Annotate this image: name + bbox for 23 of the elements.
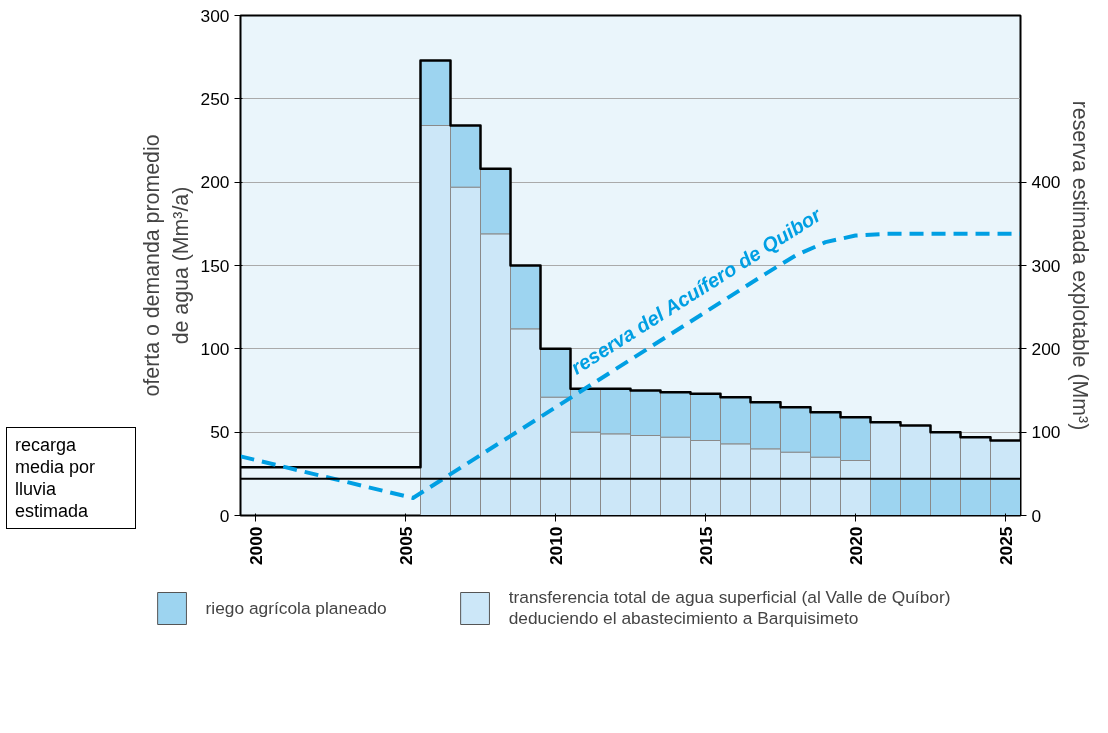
x-tick-label: 2020 <box>845 526 866 566</box>
legend-label: riego agrícola planeado <box>205 597 387 619</box>
x-tick-label: 2010 <box>545 526 566 566</box>
y-tick-label: 100 <box>200 338 230 359</box>
y-tick-label: 0 <box>219 505 230 526</box>
y2-axis-title: reserva estimada explotable (Mm³) <box>1068 100 1093 431</box>
x-tick-label: 2025 <box>995 526 1016 566</box>
y2-tick-label: 0 <box>1031 505 1042 526</box>
y-tick-label: 150 <box>200 255 230 276</box>
x-tick-label: 2005 <box>395 526 416 566</box>
x-tick-label: 2015 <box>695 526 716 566</box>
y-tick-label: 250 <box>200 88 230 109</box>
y2-tick-label: 100 <box>1031 422 1061 443</box>
y2-tick-label: 300 <box>1031 255 1061 276</box>
y2-tick-label: 400 <box>1031 172 1061 193</box>
y-tick-label: 200 <box>200 172 230 193</box>
legend-label: transferencia total de agua superficial (al Valle de Quíbor) deduciendo el abastecimiento a Barquisimeto <box>508 587 951 629</box>
y-tick-label: 50 <box>210 422 230 443</box>
x-tick-label: 2000 <box>245 526 266 566</box>
y-axis-title: oferta o demanda promedio de agua (Mm³/a) <box>139 134 193 397</box>
y2-tick-label: 200 <box>1031 338 1061 359</box>
ref-line-label: recarga media por lluvia estimada <box>15 434 96 522</box>
y-tick-label: 300 <box>200 5 230 26</box>
